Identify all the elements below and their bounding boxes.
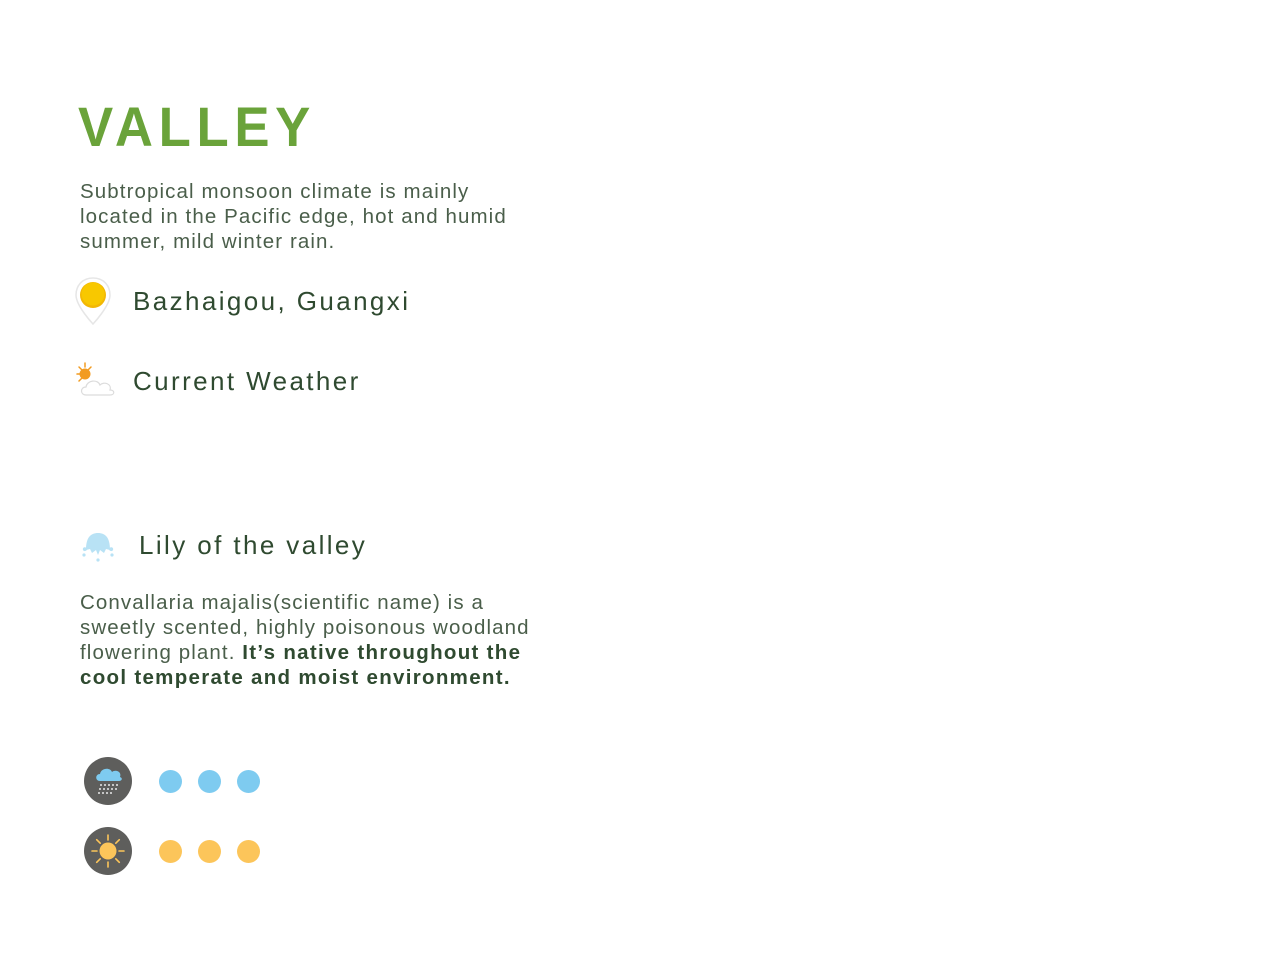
partly-cloudy-icon — [74, 356, 118, 406]
rain-dot — [159, 769, 182, 793]
location-pin-sun-icon — [74, 276, 118, 326]
plant-row: Lily of the valley — [78, 520, 367, 570]
current-weather-row[interactable]: Current Weather — [74, 356, 361, 406]
valley-logo: VALLEY — [78, 100, 316, 148]
sun-dot — [159, 839, 182, 863]
sun-icon — [84, 827, 132, 875]
logo-text: VALLEY — [78, 100, 316, 148]
location-label: Bazhaigou, Guangxi — [133, 285, 411, 316]
rain-dot — [198, 769, 221, 793]
rain-cloud-icon — [84, 757, 132, 805]
sun-dot — [198, 839, 221, 863]
rain-dot — [237, 769, 260, 793]
plant-description: Convallaria majalis(scientific name) is … — [80, 590, 550, 690]
sun-dots — [159, 839, 276, 863]
current-weather-label[interactable]: Current Weather — [133, 365, 361, 396]
plant-name: Lily of the valley — [139, 529, 368, 560]
intro-text: Subtropical monsoon climate is mainly lo… — [80, 180, 507, 253]
rain-dots — [159, 769, 276, 793]
plant-description-bold: It’s native throughout the cool temperat… — [80, 641, 522, 689]
sun-dot — [237, 839, 260, 863]
location-row: Bazhaigou, Guangxi — [74, 276, 410, 326]
sun-legend-row — [84, 827, 276, 875]
plant-description-regular: Convallaria majalis(scientific name) is … — [80, 591, 530, 664]
lily-of-the-valley-icon — [78, 520, 122, 570]
rain-legend-row — [84, 757, 276, 805]
